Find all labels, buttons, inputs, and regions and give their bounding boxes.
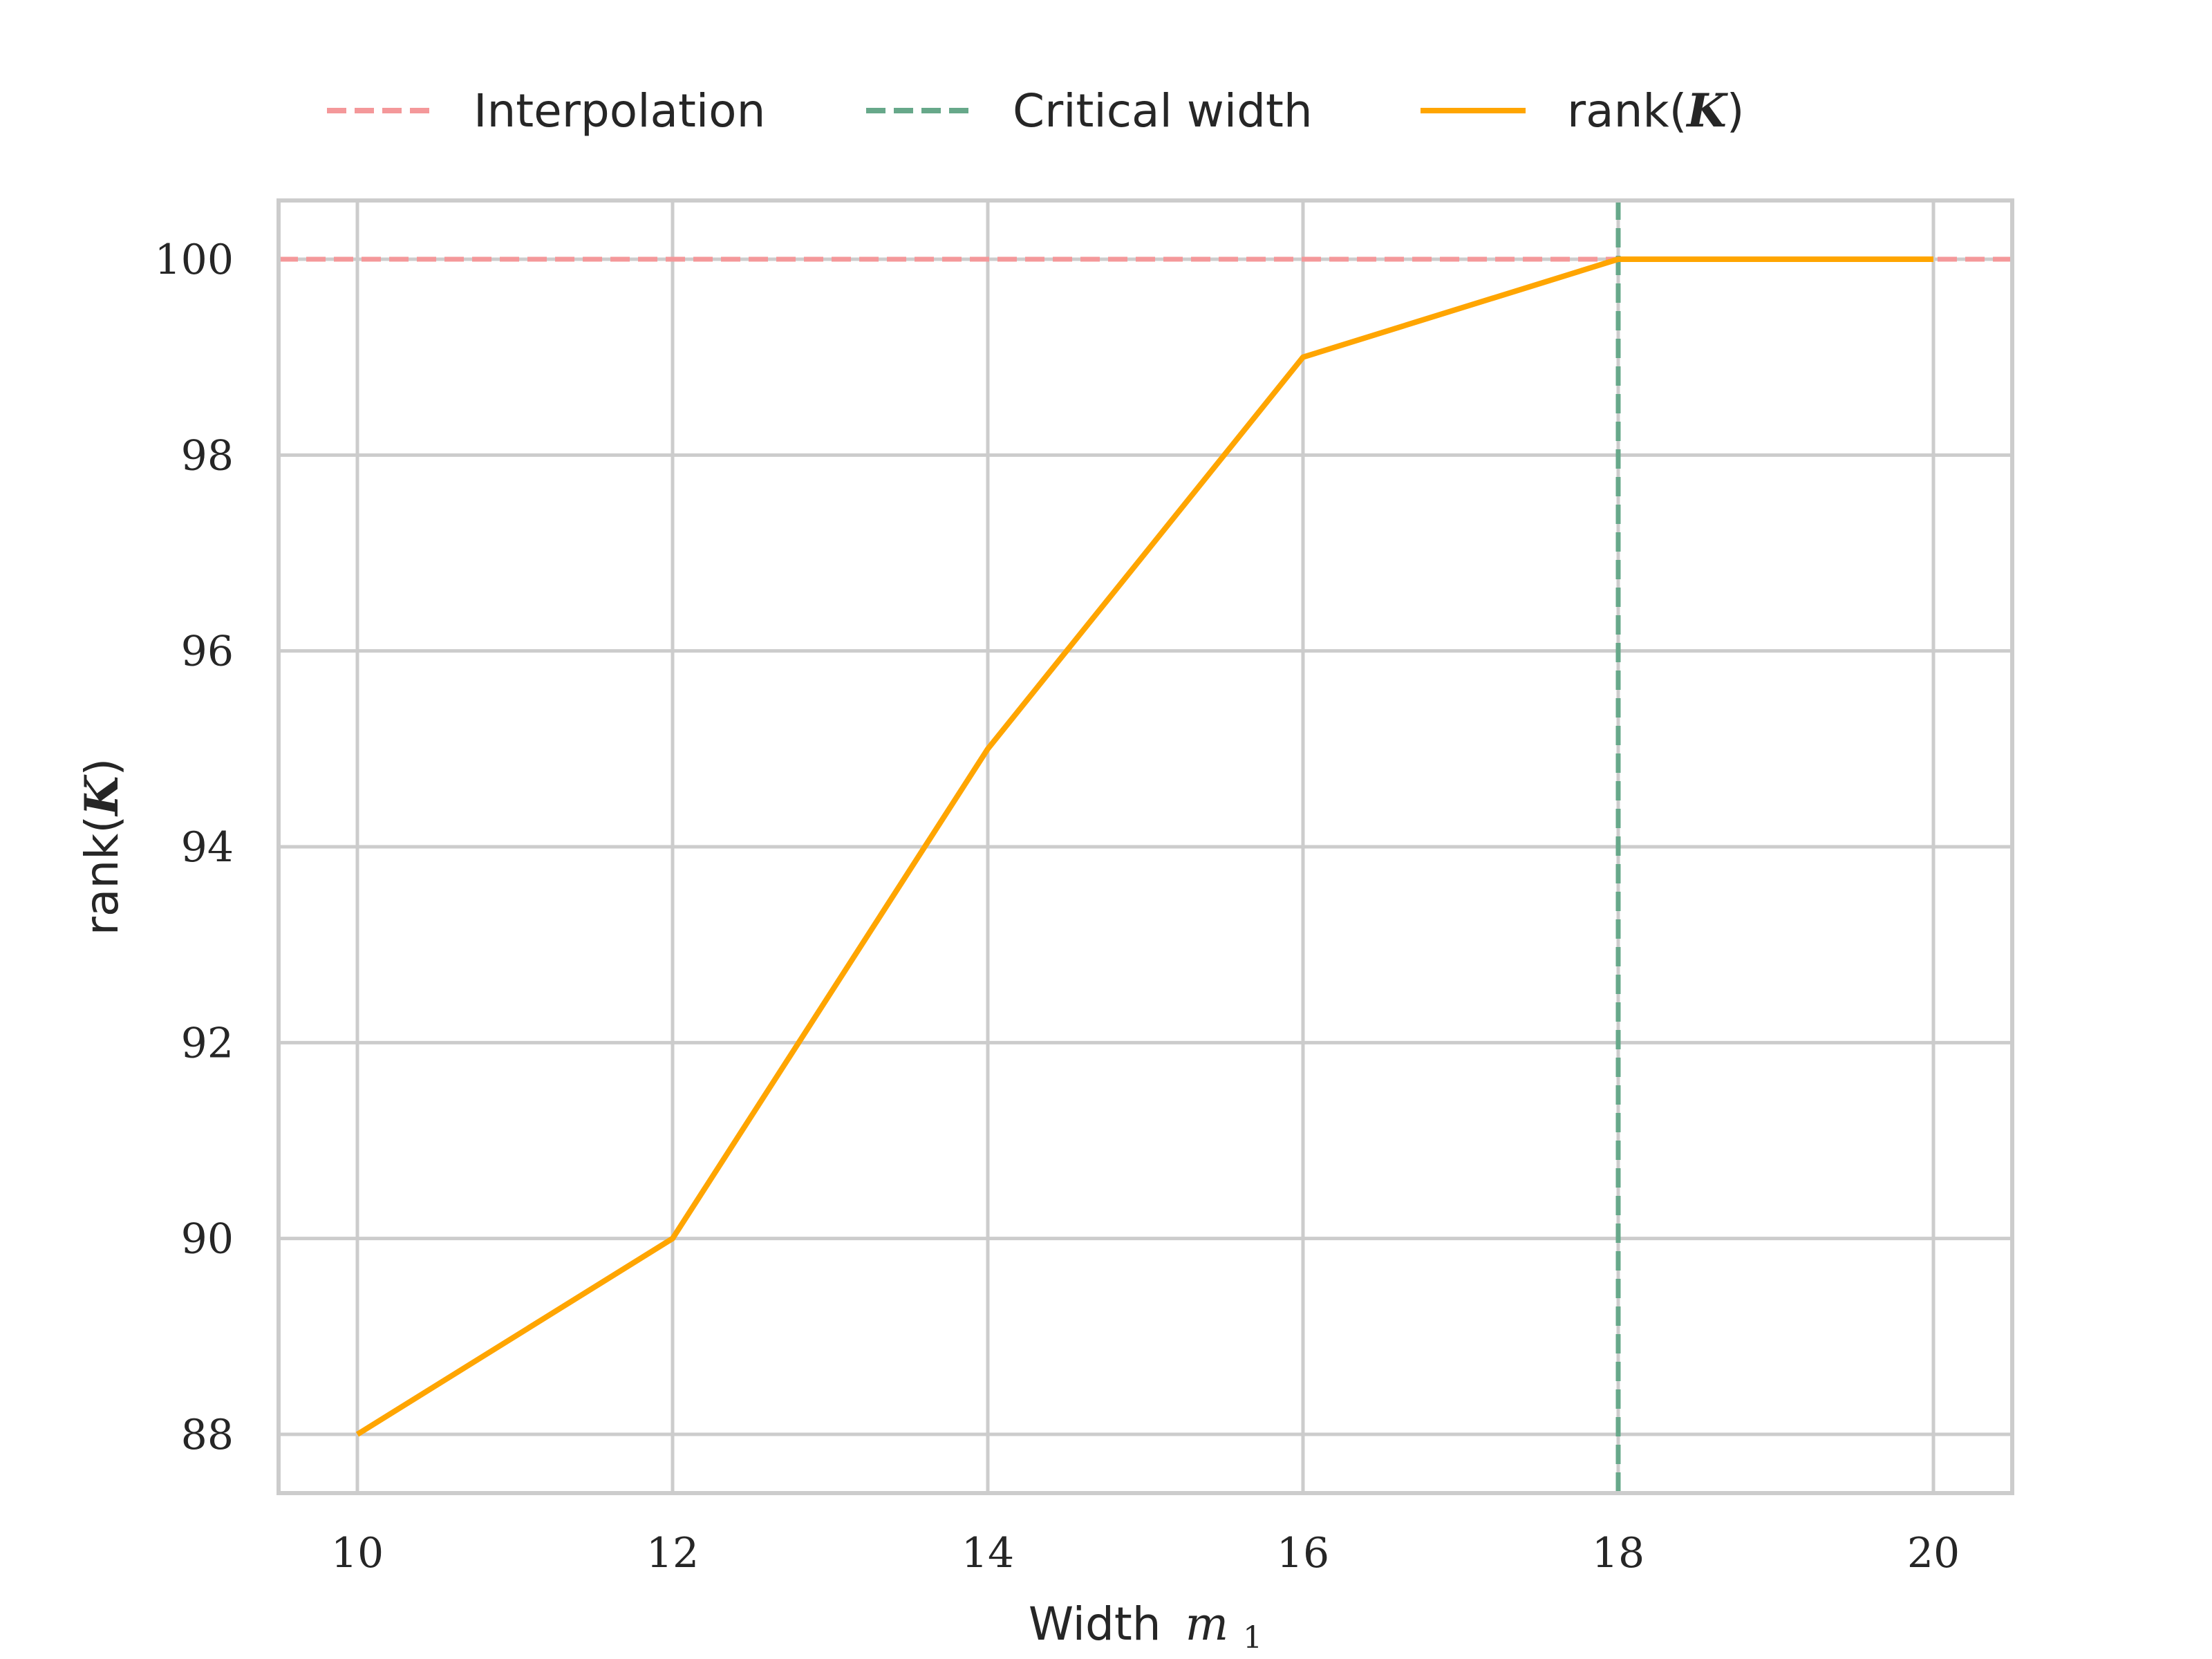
y-tick-label: 88	[181, 1411, 234, 1459]
x-axis-label: Width m 1	[1029, 1597, 1262, 1656]
x-tick-label: 20	[1907, 1529, 1960, 1577]
rank-series-line	[355, 256, 1933, 1437]
y-tick-label: 96	[181, 628, 234, 676]
tick-labels: 10 12 14 16 18 20 88 90 92 94 96 98 100	[154, 236, 1960, 1577]
y-axis-label: rank(K)	[75, 758, 129, 936]
legend-interpolation-label: Interpolation	[474, 84, 765, 138]
y-tick-label: 92	[181, 1019, 234, 1067]
y-tick-label: 90	[181, 1215, 234, 1264]
x-tick-label: 10	[331, 1529, 384, 1577]
y-tick-label: 94	[181, 823, 234, 872]
x-tick-label: 18	[1592, 1529, 1644, 1577]
y-tick-label: 100	[154, 236, 234, 284]
y-tick-label: 98	[181, 431, 234, 480]
legend: Interpolation Critical width rank(K)	[327, 84, 1745, 138]
x-tick-label: 16	[1277, 1529, 1329, 1577]
x-tick-label: 14	[962, 1529, 1014, 1577]
legend-rank-label: rank(K)	[1567, 84, 1745, 138]
x-tick-label: 12	[646, 1529, 699, 1577]
grid	[279, 200, 2012, 1493]
plot-frame	[276, 198, 2014, 1495]
legend-critical-width-label: Critical width	[1013, 84, 1313, 138]
series	[355, 256, 1933, 1437]
